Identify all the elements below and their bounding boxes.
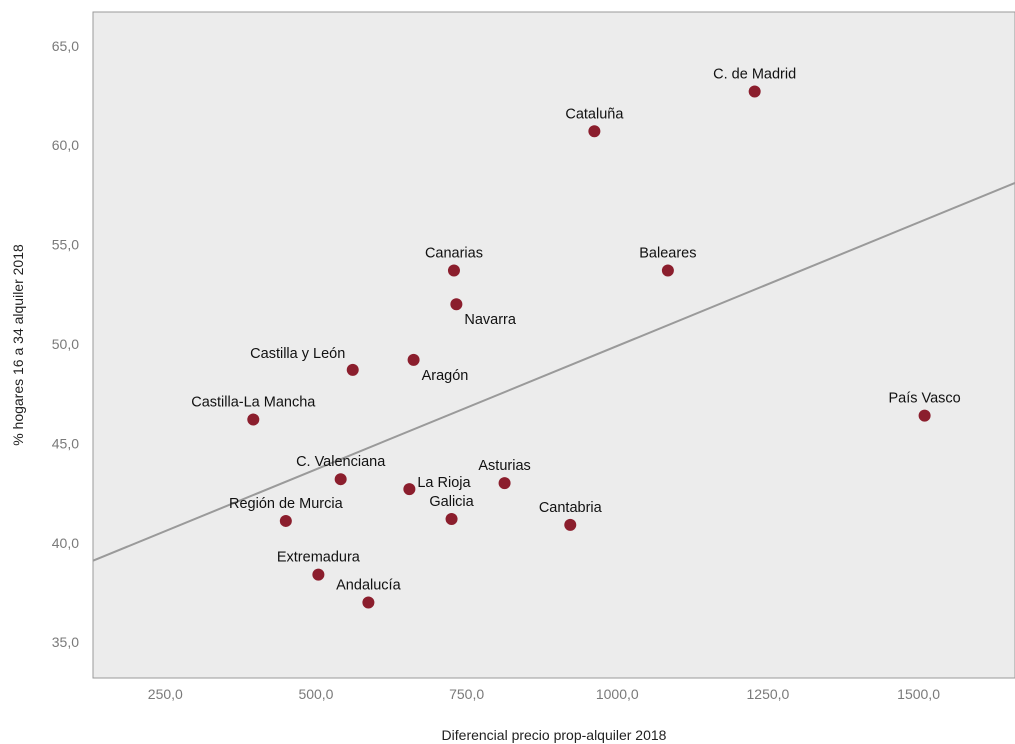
y-tick-label: 40,0 [52, 535, 79, 551]
y-tick-label: 60,0 [52, 137, 79, 153]
data-point [450, 298, 463, 311]
trendline [92, 182, 1015, 562]
point-label: Baleares [639, 245, 696, 261]
data-point [403, 483, 416, 496]
point-label: Cantabria [539, 500, 603, 516]
point-label: Navarra [464, 312, 517, 328]
y-axis-title: % hogares 16 a 34 alquiler 2018 [10, 244, 26, 446]
data-point [362, 596, 375, 609]
x-axis-ticks: 250,0 500,0 750,0 1000,0 1250,0 1500,0 [148, 686, 940, 702]
data-point [498, 477, 511, 490]
data-point [564, 518, 577, 531]
point-label: Castilla-La Mancha [191, 395, 316, 411]
point-label: Castilla y León [250, 346, 345, 362]
point-label: La Rioja [417, 475, 471, 491]
point-label: Región de Murcia [229, 496, 344, 512]
x-tick-label: 1000,0 [596, 686, 639, 702]
x-tick-label: 1500,0 [897, 686, 940, 702]
data-point [312, 568, 325, 581]
point-label: Cataluña [565, 106, 624, 122]
point-label: Aragón [422, 368, 469, 384]
y-tick-label: 35,0 [52, 634, 79, 650]
x-axis-title: Diferencial precio prop-alquiler 2018 [442, 727, 667, 743]
point-label: C. de Madrid [713, 67, 796, 83]
point-label: Canarias [425, 245, 483, 261]
point-label: País Vasco [888, 391, 960, 407]
point-label: Extremadura [277, 550, 361, 566]
point-label: Asturias [478, 458, 530, 474]
data-point [447, 264, 460, 277]
data-point [407, 353, 420, 366]
x-tick-label: 750,0 [449, 686, 484, 702]
y-tick-label: 65,0 [52, 38, 79, 54]
data-point [445, 512, 458, 525]
point-labels: C. de Madrid Cataluña Canarias Baleares Nava… [191, 67, 961, 594]
data-point [346, 363, 359, 376]
y-tick-label: 45,0 [52, 435, 79, 451]
y-tick-label: 55,0 [52, 237, 79, 253]
data-point [661, 264, 674, 277]
data-point [247, 413, 260, 426]
data-point [334, 473, 347, 486]
data-point [588, 125, 601, 138]
x-tick-label: 500,0 [298, 686, 333, 702]
point-label: Andalucía [336, 577, 401, 593]
x-tick-label: 250,0 [148, 686, 183, 702]
point-label: Galicia [429, 494, 474, 510]
data-point [748, 85, 761, 98]
y-axis-ticks: 35,0 40,0 45,0 50,0 55,0 60,0 65,0 [52, 38, 79, 650]
data-point [918, 409, 931, 422]
point-label: C. Valenciana [296, 454, 386, 470]
plot-area [92, 11, 1015, 679]
x-tick-label: 1250,0 [747, 686, 790, 702]
data-point [279, 514, 292, 527]
data-points [247, 85, 931, 609]
y-tick-label: 50,0 [52, 336, 79, 352]
